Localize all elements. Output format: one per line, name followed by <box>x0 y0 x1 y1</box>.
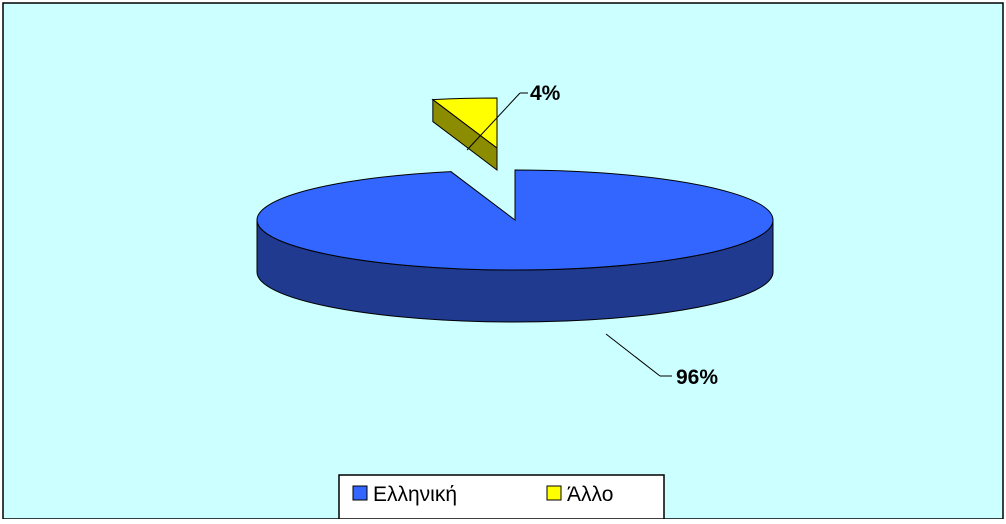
legend-swatch-other <box>546 485 562 501</box>
data-label-greek: 96% <box>676 366 718 389</box>
legend-label-other: Άλλο <box>567 483 613 506</box>
slice-greek <box>256 169 774 271</box>
leader-line-greek <box>605 333 661 377</box>
pie-group <box>256 97 774 323</box>
legend: Ελληνική Άλλο <box>338 474 665 520</box>
leader-line-other <box>466 92 521 151</box>
legend-label-greek: Ελληνική <box>373 483 457 506</box>
data-label-other: 4% <box>530 82 561 105</box>
legend-swatch-greek <box>352 485 368 501</box>
